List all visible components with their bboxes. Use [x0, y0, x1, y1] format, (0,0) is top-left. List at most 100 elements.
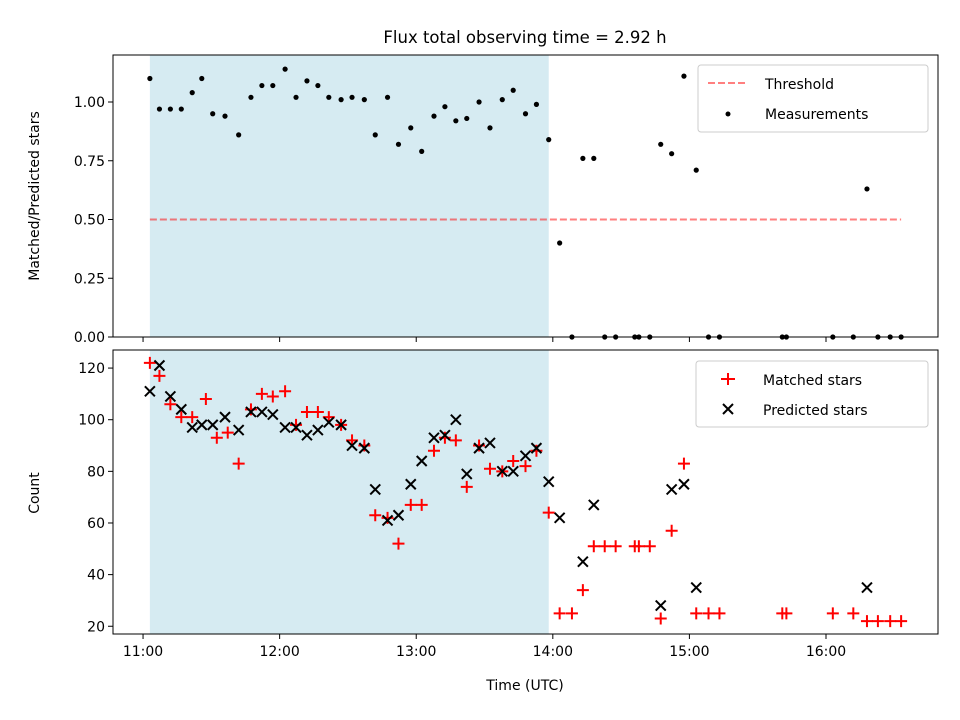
predicted-star-point — [655, 599, 667, 612]
predicted-star-point — [186, 421, 198, 434]
matched-star-point — [255, 387, 268, 400]
matched-star-point — [392, 537, 405, 550]
matched-star-point — [713, 607, 726, 620]
matched-star-point — [665, 524, 678, 537]
measurement-point — [522, 111, 529, 117]
matched-star-point — [598, 540, 611, 553]
matched-star-point — [654, 612, 667, 625]
predicted-star-point — [690, 581, 702, 594]
matched-star-point — [199, 393, 212, 406]
bottom-ytick-label: 80 — [87, 464, 105, 480]
bottom-ytick-label: 120 — [78, 361, 105, 377]
matched-star-point — [290, 418, 303, 431]
predicted-star-point — [301, 429, 313, 441]
bottom-ytick-label: 40 — [87, 568, 105, 584]
predicted-star-point — [450, 414, 462, 426]
matched-star-point — [358, 439, 371, 452]
top-plot-frame — [112, 54, 939, 338]
bottom-xtick-label: 16:00 — [806, 644, 846, 660]
predicted-star-point — [392, 509, 405, 521]
measurement-point — [338, 97, 344, 103]
predicted-star-point — [335, 419, 347, 431]
bottom-xtick-label: 14:00 — [533, 644, 573, 660]
legend-measurements-swatch — [725, 111, 731, 117]
top-panel: Flux total observing time = 2.92 h Match… — [27, 28, 939, 346]
measurement-point — [395, 141, 402, 147]
matched-star-point — [609, 540, 622, 553]
matched-star-point — [677, 457, 690, 470]
measurement-point — [510, 87, 516, 93]
matched-star-point — [221, 426, 234, 439]
measurement-point — [557, 240, 563, 246]
predicted-star-point — [219, 411, 231, 423]
predicted-star-point — [415, 455, 428, 467]
measurement-point — [361, 97, 367, 103]
legend-top: Threshold Measurements — [697, 64, 929, 133]
predicted-star-point — [369, 483, 381, 496]
bottom-shaded-span — [149, 350, 549, 634]
matched-star-point — [164, 398, 177, 411]
matched-star-point — [244, 403, 257, 416]
matched-star-point — [210, 431, 223, 444]
predicted-star-point — [484, 437, 496, 449]
matched-star-point — [175, 411, 188, 424]
legend-predicted-swatch — [722, 403, 734, 415]
measurement-point — [304, 78, 310, 84]
legend-matched-swatch — [721, 373, 735, 385]
bottom-ytick-label: 20 — [87, 619, 105, 635]
top-ytick-label: 0.25 — [74, 271, 105, 287]
measurement-point — [546, 137, 552, 143]
matched-star-point — [266, 390, 279, 403]
measurement-point — [658, 141, 664, 147]
matched-star-point — [153, 369, 166, 382]
predicted-star-point — [144, 385, 156, 398]
measurement-point — [693, 167, 699, 173]
measurement-point — [236, 132, 242, 138]
matched-star-point — [519, 460, 532, 473]
measurement-point — [147, 75, 153, 82]
bottom-xtick-label: 11:00 — [123, 644, 163, 660]
matched-star-point — [449, 434, 462, 447]
matched-star-point — [826, 607, 839, 620]
measurement-point — [384, 94, 391, 100]
measurement-point — [476, 99, 482, 105]
bottom-ytick-label: 60 — [87, 516, 105, 532]
predicted-star-point — [245, 406, 257, 418]
measurement-point — [178, 106, 184, 112]
matched-star-point — [300, 405, 313, 418]
matched-star-point — [847, 607, 860, 620]
measurement-point — [282, 66, 288, 72]
measurement-point — [248, 94, 254, 100]
x-axis-label: Time (UTC) — [485, 678, 563, 694]
predicted-star-point — [405, 478, 417, 490]
measurement-point — [222, 113, 228, 119]
predicted-star-point — [196, 419, 208, 431]
chart-title: Flux total observing time = 2.92 h — [383, 28, 666, 47]
predicted-star-point — [312, 424, 324, 436]
measurement-point — [270, 82, 276, 89]
measurement-point — [293, 94, 299, 100]
legend-threshold-label: Threshold — [764, 77, 834, 93]
matched-star-point — [690, 607, 703, 620]
predicted-star-point — [175, 403, 188, 416]
matched-star-point — [381, 511, 394, 524]
predicted-star-point — [577, 556, 589, 568]
measurement-point — [210, 111, 216, 117]
bottom-y-axis-label: Count — [27, 472, 43, 514]
matched-star-point — [369, 509, 382, 522]
predicted-star-point — [530, 442, 543, 454]
predicted-star-point — [496, 465, 508, 478]
measurement-point — [580, 155, 586, 161]
top-ytick-label: 0.50 — [74, 213, 105, 229]
measurement-point — [499, 97, 505, 103]
matched-star-point — [483, 462, 496, 475]
bottom-xtick-label: 12:00 — [259, 644, 299, 660]
predicted-star-point — [588, 499, 600, 511]
matched-star-point — [780, 607, 793, 620]
predicted-star-point — [290, 421, 302, 434]
predicted-star-point — [428, 432, 440, 444]
measurement-point — [464, 115, 470, 122]
bottom-panel: Count Time (UTC) 20 40 60 80 100 120 11:00 12:0… — [27, 349, 939, 694]
matched-star-point — [884, 615, 897, 628]
measurement-point — [419, 148, 425, 154]
